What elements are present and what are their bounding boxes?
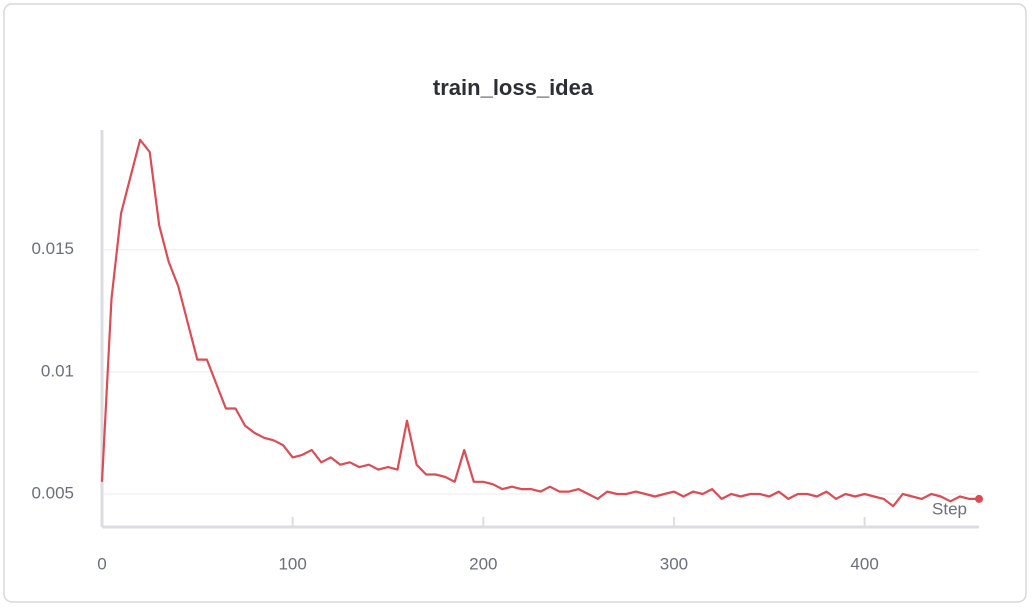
line [100,138,979,508]
y-tick-label: 0.005 [31,484,74,503]
x-tick-label: 200 [469,554,497,573]
x-tick-label: 100 [278,554,306,573]
x-tick-label: 400 [850,554,878,573]
chart-title: train_loss_idea [433,75,594,100]
x-axis-label: Step [932,499,967,518]
end-point [975,494,983,503]
x-tick-label: 0 [97,554,106,573]
x-tick-label: 300 [660,554,688,573]
y-tick-label: 0.01 [41,361,74,380]
y-tick-label: 0.015 [31,239,74,258]
card [3,3,1027,603]
